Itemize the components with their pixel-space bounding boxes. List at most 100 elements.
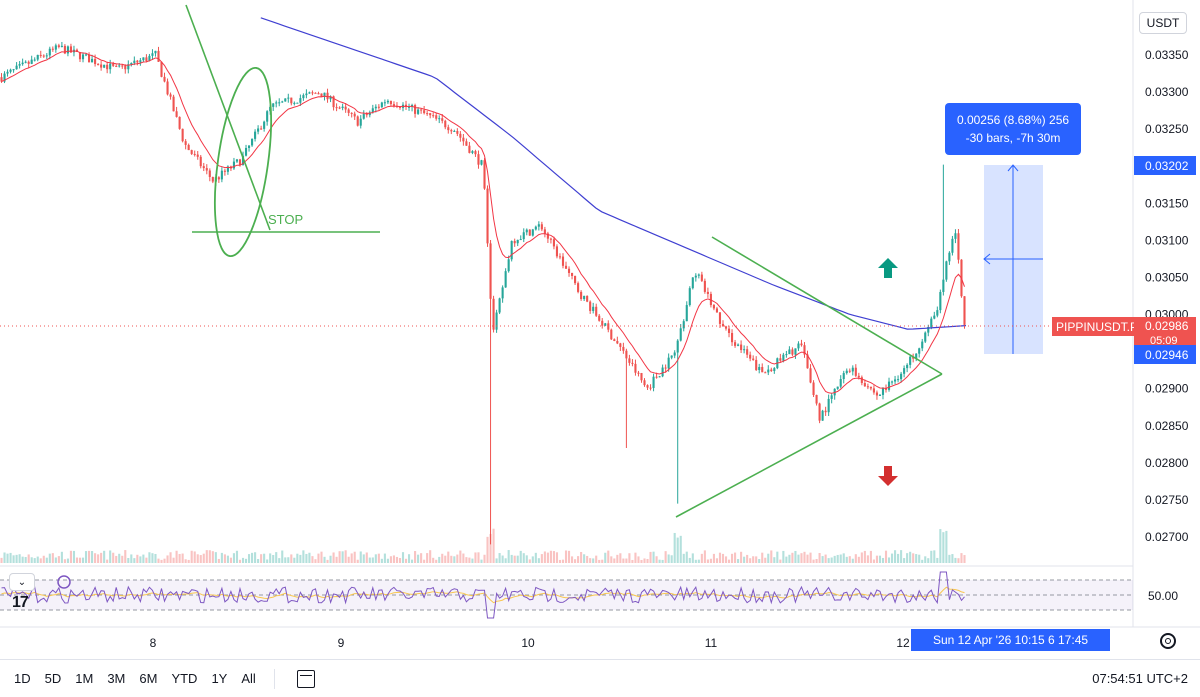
candle: [622, 342, 625, 354]
volume-bar: [903, 558, 906, 563]
candle: [314, 92, 317, 94]
candle: [57, 43, 60, 49]
volume-bar: [18, 554, 21, 563]
candle: [827, 394, 830, 417]
volume-bar: [869, 550, 872, 563]
volume-bar: [709, 558, 712, 563]
price-tick-label: 0.03150: [1145, 196, 1189, 210]
volume-bar: [356, 559, 359, 563]
range-all-button[interactable]: All: [241, 671, 256, 686]
range-3m-button[interactable]: 3M: [107, 671, 126, 686]
range-1d-button[interactable]: 1D: [14, 671, 31, 686]
currency-button[interactable]: USDT: [1139, 12, 1187, 34]
candle: [27, 60, 30, 69]
volume-bar: [706, 559, 709, 563]
candle: [676, 339, 679, 504]
volume-bar: [540, 554, 543, 563]
volume-bar: [293, 557, 296, 563]
volume-bar: [429, 550, 432, 563]
candle: [586, 295, 589, 303]
candle: [900, 371, 903, 383]
volume-bar: [75, 557, 79, 563]
candle: [438, 115, 441, 124]
calendar-goto-icon[interactable]: [296, 669, 315, 688]
candle: [115, 64, 118, 68]
volume-bar: [269, 553, 272, 563]
candle: [583, 295, 586, 302]
volume-bar: [383, 553, 386, 563]
candle: [9, 68, 12, 74]
range-1m-button[interactable]: 1M: [75, 671, 94, 686]
candle: [791, 347, 794, 357]
volume-bar: [815, 558, 818, 563]
candle: [903, 365, 906, 378]
volume-bar: [489, 533, 492, 563]
volume-bar: [561, 559, 565, 563]
volume-bar: [124, 550, 127, 563]
candle: [124, 64, 127, 74]
candle: [447, 124, 450, 134]
volume-bar: [574, 559, 577, 563]
volume-bar: [66, 558, 69, 563]
price-chart[interactable]: STOP 0.03350 0.03300 0.03250 0.03150 0.03100…: [0, 0, 1200, 659]
candle: [881, 387, 885, 400]
volume-bar: [380, 558, 383, 563]
volume-bar: [462, 553, 465, 563]
candle: [894, 375, 897, 385]
volume-bar: [272, 554, 275, 563]
candle: [344, 103, 347, 113]
candle: [746, 345, 749, 358]
candle: [362, 110, 365, 120]
volume-bar: [417, 554, 420, 563]
volume-bar: [48, 553, 51, 563]
candle: [721, 320, 725, 327]
time-axis[interactable]: 8 9 10 11 12: [150, 636, 910, 650]
volume-bar: [939, 529, 942, 563]
volume-bar: [528, 559, 531, 563]
clock-display[interactable]: 07:54:51 UTC+2: [1092, 671, 1188, 686]
candle: [305, 89, 308, 99]
volume-bar: [737, 559, 740, 563]
candle: [788, 346, 791, 355]
volume-bar: [118, 553, 121, 563]
volume-bar: [730, 553, 734, 563]
volume-bar: [290, 554, 293, 563]
up-arrow-icon: [878, 258, 898, 278]
volume-bar: [217, 558, 220, 563]
volume-bar: [824, 554, 827, 563]
candle: [157, 46, 160, 63]
settings-gear-icon[interactable]: [1160, 633, 1176, 649]
collapse-pane-button[interactable]: ⌄: [9, 573, 35, 591]
volume-bar: [199, 555, 202, 563]
volume-bar: [918, 554, 921, 563]
volume-bar: [480, 559, 483, 563]
candle: [697, 273, 700, 279]
volume-bar: [314, 559, 317, 563]
candle: [420, 108, 423, 114]
volume-bar: [471, 558, 474, 563]
volume-bar: [238, 559, 242, 563]
volume-bar: [51, 553, 54, 563]
range-6m-button[interactable]: 6M: [139, 671, 158, 686]
volume-bar: [936, 557, 939, 563]
candle: [939, 289, 942, 314]
range-5d-button[interactable]: 5D: [44, 671, 62, 686]
candle: [232, 157, 236, 170]
range-ytd-button[interactable]: YTD: [171, 671, 198, 686]
range-1y-button[interactable]: 1Y: [211, 671, 228, 686]
volume-bar: [139, 556, 142, 563]
candle: [628, 354, 631, 366]
drawing-annotations: STOP: [185, 4, 943, 518]
volume-bar: [703, 550, 706, 563]
volume-bar: [881, 557, 885, 563]
candle: [311, 90, 314, 96]
candle: [951, 235, 954, 256]
candle: [878, 393, 882, 396]
volume-bar: [338, 551, 341, 563]
volume-bar: [211, 551, 214, 563]
candle: [154, 50, 157, 57]
candle: [718, 312, 722, 328]
price-tick-label: 0.02700: [1145, 530, 1189, 544]
candle: [33, 57, 36, 62]
candle: [649, 384, 652, 391]
